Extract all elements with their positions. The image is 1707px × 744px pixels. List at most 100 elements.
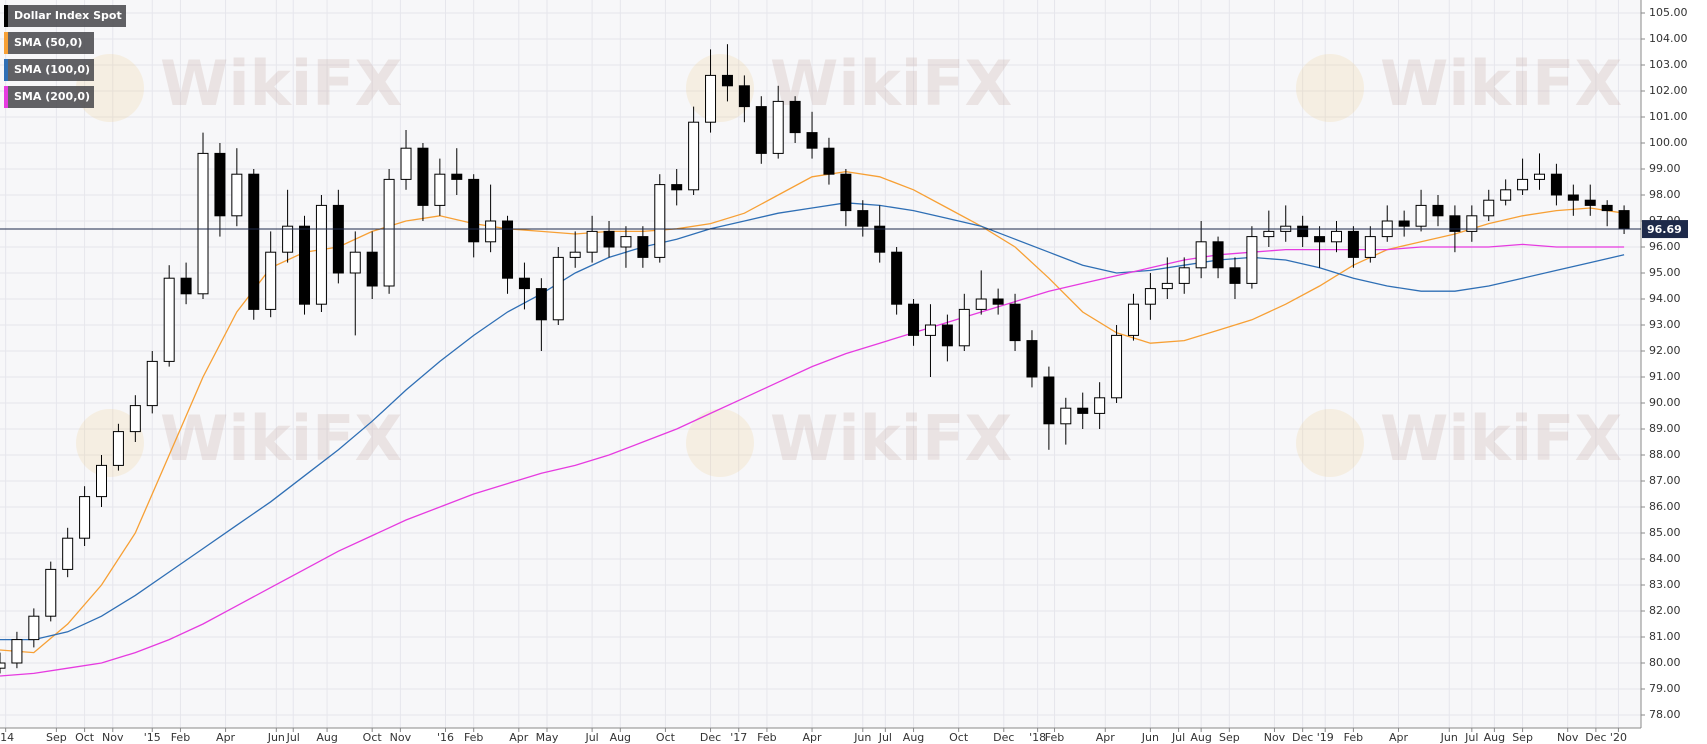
candle-body	[28, 615, 40, 641]
candle-body	[197, 152, 209, 295]
candle-body	[1432, 204, 1444, 217]
candle-body	[941, 324, 953, 347]
candle-body	[1398, 220, 1410, 227]
candle-body	[908, 303, 920, 336]
x-tick-label: Jun	[1141, 731, 1159, 744]
y-tick-label: 91.00	[1649, 370, 1681, 383]
candle-body	[637, 236, 649, 258]
y-tick-label: 87.00	[1649, 474, 1681, 487]
x-tick-label: Oct	[75, 731, 95, 744]
x-tick-label: Oct	[949, 731, 969, 744]
candle-body	[451, 173, 463, 180]
y-tick-label: 92.00	[1649, 344, 1681, 357]
x-tick-label: '20	[1610, 731, 1627, 744]
legend-label: SMA (50,0)	[14, 36, 82, 49]
candle-body	[96, 464, 108, 498]
candle-body	[62, 537, 74, 570]
y-tick-label: 82.00	[1649, 604, 1681, 617]
candle-body	[11, 639, 23, 664]
candle-body	[688, 121, 700, 191]
candle-body	[383, 178, 395, 287]
last-value-label: 96.69	[1647, 223, 1682, 236]
x-tick-label: Aug	[316, 731, 337, 744]
x-tick-label: Jun	[1440, 731, 1458, 744]
x-tick-label: Sep	[1219, 731, 1240, 744]
candle-body	[1161, 282, 1173, 290]
x-tick-label: '18	[1029, 731, 1046, 744]
legend-label: Dollar Index Spot	[14, 9, 122, 22]
x-tick-label: Aug	[1484, 731, 1505, 744]
y-tick-label: 105.00	[1649, 6, 1688, 19]
candle-body	[1618, 210, 1630, 230]
legend-swatch	[4, 5, 8, 27]
y-tick-label: 83.00	[1649, 578, 1681, 591]
candle-body	[840, 173, 852, 212]
x-tick-label: Feb	[757, 731, 776, 744]
candle-body	[366, 251, 378, 287]
candle-body	[1094, 397, 1106, 414]
y-tick-label: 86.00	[1649, 500, 1681, 513]
candle-body	[874, 225, 886, 253]
candle-body	[1246, 236, 1258, 284]
candle-body	[485, 220, 497, 243]
y-tick-label: 99.00	[1649, 162, 1681, 175]
candle-body	[1077, 407, 1089, 414]
candle-body	[721, 74, 733, 87]
watermark-logo	[1296, 409, 1364, 477]
x-tick-label: Oct	[656, 731, 676, 744]
watermark: WikiFX	[160, 402, 402, 475]
candle-body	[248, 173, 260, 310]
candle-body	[417, 147, 429, 206]
candle-body	[349, 251, 361, 274]
candle-body	[891, 251, 903, 305]
legend-label: SMA (100,0)	[14, 63, 90, 76]
x-tick-label: Jul	[1464, 731, 1478, 744]
candle-body	[468, 178, 480, 243]
candle-body	[315, 204, 327, 305]
legend-label: SMA (200,0)	[14, 90, 90, 103]
watermark-logo	[686, 54, 754, 122]
x-tick-label: Jul	[286, 731, 300, 744]
candle-body	[45, 568, 57, 617]
y-tick-label: 100.00	[1649, 136, 1688, 149]
candle-body	[857, 210, 869, 227]
candle-body	[332, 204, 344, 274]
candle-body	[518, 277, 530, 290]
x-tick-label: Jul	[878, 731, 892, 744]
candle-body	[1263, 230, 1275, 238]
candle-body	[112, 431, 124, 466]
candle-body	[214, 152, 226, 217]
legend-box	[4, 86, 94, 108]
candle-body	[992, 298, 1004, 305]
x-tick-label: Feb	[1344, 731, 1363, 744]
candle-body	[603, 230, 615, 248]
y-tick-label: 94.00	[1649, 292, 1681, 305]
grid	[0, 0, 1641, 728]
x-tick-label: Nov	[1264, 731, 1286, 744]
y-tick-label: 79.00	[1649, 682, 1681, 695]
candle-body	[535, 288, 547, 321]
y-tick-label: 80.00	[1649, 656, 1681, 669]
legend: Dollar Index Spot SMA (50,0) SMA (100,0) SM…	[4, 5, 126, 108]
x-tick-label: Sep	[46, 731, 67, 744]
watermark-logo	[76, 409, 144, 477]
candle-body	[1500, 189, 1512, 201]
legend-swatch	[4, 86, 8, 108]
candle-body	[231, 173, 243, 217]
x-tick-label: Nov	[1557, 731, 1579, 744]
x-tick-label: Jul	[1171, 731, 1185, 744]
x-tick-label: Jun	[853, 731, 871, 744]
x-tick-label: Apr	[803, 731, 823, 744]
y-tick-label: 88.00	[1649, 448, 1681, 461]
candle-body	[924, 324, 936, 336]
y-tick-label: 103.00	[1649, 58, 1688, 71]
candle-body	[1330, 230, 1342, 243]
x-tick-label: Dec	[1585, 731, 1606, 744]
watermark-logo	[686, 409, 754, 477]
candle-body	[502, 220, 514, 279]
x-tick-label: Dec	[700, 731, 721, 744]
candle-body	[772, 100, 784, 154]
candle-body	[958, 308, 970, 347]
